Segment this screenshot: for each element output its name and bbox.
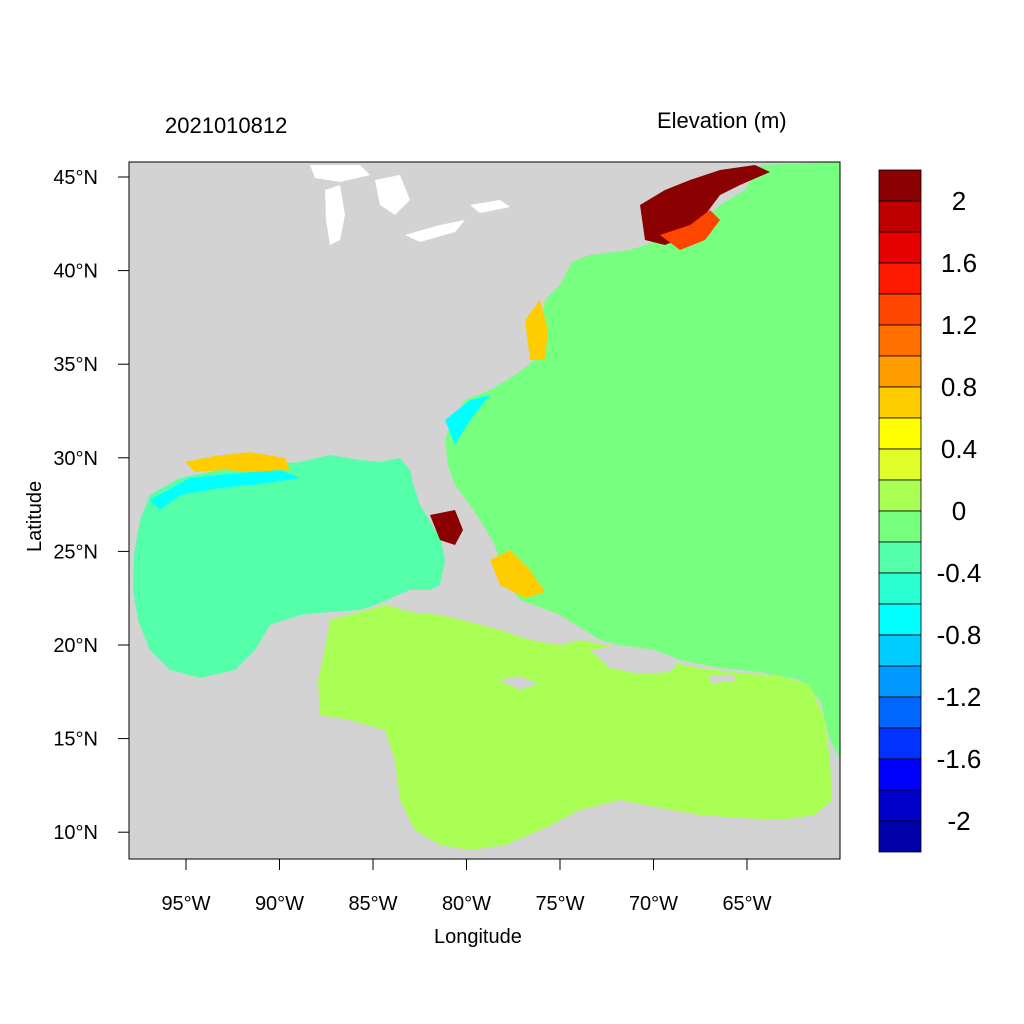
- cuba: [380, 590, 580, 645]
- depression-georgia-bight: [445, 395, 490, 445]
- map-frame: [128, 161, 841, 860]
- colorbar-label: -1.6: [937, 744, 982, 774]
- colorbar-box: [878, 510, 922, 543]
- bahamas-bank: [490, 550, 545, 598]
- colorbar-label: 1.6: [941, 248, 977, 278]
- colorbar-label: -2: [947, 806, 970, 836]
- x-tick-label: 65°W: [722, 893, 771, 915]
- colorbar: [878, 169, 922, 853]
- colorbar-labels: 2 1.6 1.2 0.8 0.4 0 -0.4 -0.8 -1.2 -1.6 -2: [937, 186, 982, 836]
- colorbar-box: [878, 603, 922, 636]
- depression-northern-gulf: [150, 470, 300, 510]
- colorbar-box: [878, 448, 922, 481]
- y-tick-label: 20°N: [53, 635, 98, 657]
- y-tick-label: 10°N: [53, 822, 98, 844]
- jamaica: [498, 676, 538, 690]
- surge-louisiana: [185, 452, 290, 472]
- colorbar-box: [878, 169, 922, 202]
- colorbar-box: [878, 696, 922, 729]
- lake-michigan: [325, 185, 345, 245]
- colorbar-label: -1.2: [937, 682, 982, 712]
- hispaniola: [590, 645, 680, 674]
- colorbar-label: 0: [952, 496, 966, 526]
- colorbar-box: [878, 541, 922, 574]
- x-tick-label: 85°W: [348, 893, 397, 915]
- surge-south-florida: [430, 510, 463, 545]
- surge-new-england: [640, 165, 770, 245]
- lake-ontario: [470, 200, 510, 213]
- lake-superior: [310, 165, 370, 182]
- gulf-of-mexico: [133, 455, 445, 678]
- colorbar-box: [878, 417, 922, 450]
- colorbar-label: 2: [952, 186, 966, 216]
- surge-new-england-mid: [660, 210, 720, 250]
- colorbar-box: [878, 355, 922, 388]
- caribbean-sea: [318, 598, 832, 850]
- colorbar-box: [878, 262, 922, 295]
- colorbar-label: 0.4: [941, 434, 977, 464]
- colorbar-box: [878, 386, 922, 419]
- lake-huron: [375, 175, 410, 215]
- x-tick-label: 70°W: [629, 893, 678, 915]
- colorbar-label: 1.2: [941, 310, 977, 340]
- colorbar-box: [878, 324, 922, 357]
- colorbar-box: [878, 758, 922, 791]
- y-tick-label: 15°N: [53, 729, 98, 751]
- lake-erie: [405, 220, 465, 242]
- colorbar-label: -0.4: [937, 558, 982, 588]
- y-tick-label: 45°N: [53, 167, 98, 189]
- colorbar-label: 0.8: [941, 372, 977, 402]
- y-tick-label: 25°N: [53, 541, 98, 563]
- x-ticks: 95°W 90°W 85°W 80°W 75°W 70°W 65°W: [161, 859, 772, 915]
- y-tick-label: 40°N: [53, 261, 98, 283]
- date-stamp: 2021010812: [165, 113, 288, 138]
- y-tick-label: 30°N: [53, 448, 98, 470]
- variable-title: Elevation (m): [657, 108, 787, 133]
- x-tick-label: 95°W: [161, 893, 210, 915]
- colorbar-box: [878, 200, 922, 233]
- colorbar-box: [878, 820, 922, 853]
- colorbar-box: [878, 634, 922, 667]
- colorbar-box: [878, 572, 922, 605]
- surge-north-carolina: [525, 300, 548, 360]
- colorbar-label: -0.8: [937, 620, 982, 650]
- colorbar-box: [878, 727, 922, 760]
- x-tick-label: 75°W: [535, 893, 584, 915]
- y-tick-label: 35°N: [53, 354, 98, 376]
- y-ticks: 45°N 40°N 35°N 30°N 25°N 20°N 15°N 10°N: [53, 167, 129, 844]
- puerto-rico: [708, 674, 736, 683]
- colorbar-box: [878, 479, 922, 512]
- x-axis-label: Longitude: [434, 926, 522, 948]
- colorbar-box: [878, 665, 922, 698]
- map-area: [129, 162, 840, 859]
- atlantic-ocean: [445, 162, 840, 760]
- x-tick-label: 90°W: [255, 893, 304, 915]
- colorbar-box: [878, 231, 922, 264]
- colorbar-box: [878, 293, 922, 326]
- x-tick-label: 80°W: [442, 893, 491, 915]
- colorbar-box: [878, 789, 922, 822]
